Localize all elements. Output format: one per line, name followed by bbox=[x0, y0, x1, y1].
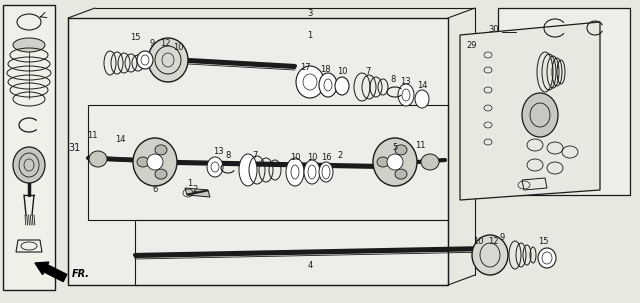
Text: 8: 8 bbox=[225, 151, 230, 159]
Ellipse shape bbox=[296, 66, 324, 98]
Ellipse shape bbox=[319, 73, 337, 97]
Ellipse shape bbox=[13, 38, 45, 52]
Text: 4: 4 bbox=[307, 261, 312, 269]
Ellipse shape bbox=[538, 248, 556, 268]
Text: 1: 1 bbox=[307, 31, 312, 39]
FancyArrow shape bbox=[35, 262, 67, 281]
Ellipse shape bbox=[398, 84, 414, 106]
Ellipse shape bbox=[373, 138, 417, 186]
Text: 7: 7 bbox=[252, 151, 258, 159]
Ellipse shape bbox=[304, 160, 320, 184]
Text: 11: 11 bbox=[415, 141, 425, 149]
Text: 12: 12 bbox=[160, 38, 170, 48]
Text: 11: 11 bbox=[87, 131, 97, 139]
Polygon shape bbox=[68, 18, 448, 285]
Text: 15: 15 bbox=[130, 32, 140, 42]
Text: 17: 17 bbox=[300, 64, 310, 72]
Text: 6: 6 bbox=[152, 185, 157, 195]
Text: 9: 9 bbox=[499, 234, 504, 242]
Text: 18: 18 bbox=[320, 65, 330, 75]
Ellipse shape bbox=[395, 169, 407, 179]
Polygon shape bbox=[3, 5, 55, 290]
Ellipse shape bbox=[319, 162, 333, 182]
Text: 12: 12 bbox=[488, 237, 499, 245]
Ellipse shape bbox=[472, 235, 508, 275]
Text: 8: 8 bbox=[390, 75, 396, 85]
Ellipse shape bbox=[522, 93, 558, 137]
Text: 10: 10 bbox=[173, 42, 183, 52]
Text: 10: 10 bbox=[473, 237, 483, 245]
Text: FR.: FR. bbox=[72, 269, 90, 279]
Ellipse shape bbox=[415, 90, 429, 108]
Text: 7: 7 bbox=[365, 68, 371, 76]
Ellipse shape bbox=[395, 145, 407, 155]
Ellipse shape bbox=[155, 145, 167, 155]
Text: 10: 10 bbox=[337, 68, 348, 76]
Polygon shape bbox=[185, 188, 210, 197]
Text: 1: 1 bbox=[188, 178, 193, 188]
Ellipse shape bbox=[137, 157, 149, 167]
Text: 31: 31 bbox=[68, 143, 80, 153]
Text: 10: 10 bbox=[307, 152, 317, 161]
Text: 13: 13 bbox=[212, 148, 223, 157]
Ellipse shape bbox=[239, 154, 257, 186]
Text: 14: 14 bbox=[417, 81, 428, 89]
Ellipse shape bbox=[137, 51, 153, 69]
Ellipse shape bbox=[89, 151, 107, 167]
Text: 2: 2 bbox=[193, 185, 198, 195]
Ellipse shape bbox=[155, 169, 167, 179]
Ellipse shape bbox=[387, 154, 403, 170]
Text: 16: 16 bbox=[321, 152, 332, 161]
Polygon shape bbox=[460, 22, 600, 200]
Ellipse shape bbox=[421, 154, 439, 170]
Text: 30: 30 bbox=[488, 25, 499, 35]
Text: 9: 9 bbox=[149, 38, 155, 48]
Text: 5: 5 bbox=[392, 144, 397, 152]
Ellipse shape bbox=[335, 77, 349, 95]
Ellipse shape bbox=[377, 157, 389, 167]
Ellipse shape bbox=[133, 138, 177, 186]
Text: 29: 29 bbox=[467, 41, 477, 49]
Text: 13: 13 bbox=[400, 76, 410, 85]
Ellipse shape bbox=[207, 157, 223, 177]
Ellipse shape bbox=[148, 38, 188, 82]
Ellipse shape bbox=[286, 158, 304, 186]
Ellipse shape bbox=[147, 154, 163, 170]
Text: 15: 15 bbox=[538, 238, 548, 247]
Polygon shape bbox=[498, 8, 630, 195]
Text: 3: 3 bbox=[307, 8, 313, 18]
Text: 14: 14 bbox=[115, 135, 125, 145]
Text: 10: 10 bbox=[290, 152, 300, 161]
Text: 2: 2 bbox=[337, 151, 342, 159]
Ellipse shape bbox=[13, 147, 45, 183]
